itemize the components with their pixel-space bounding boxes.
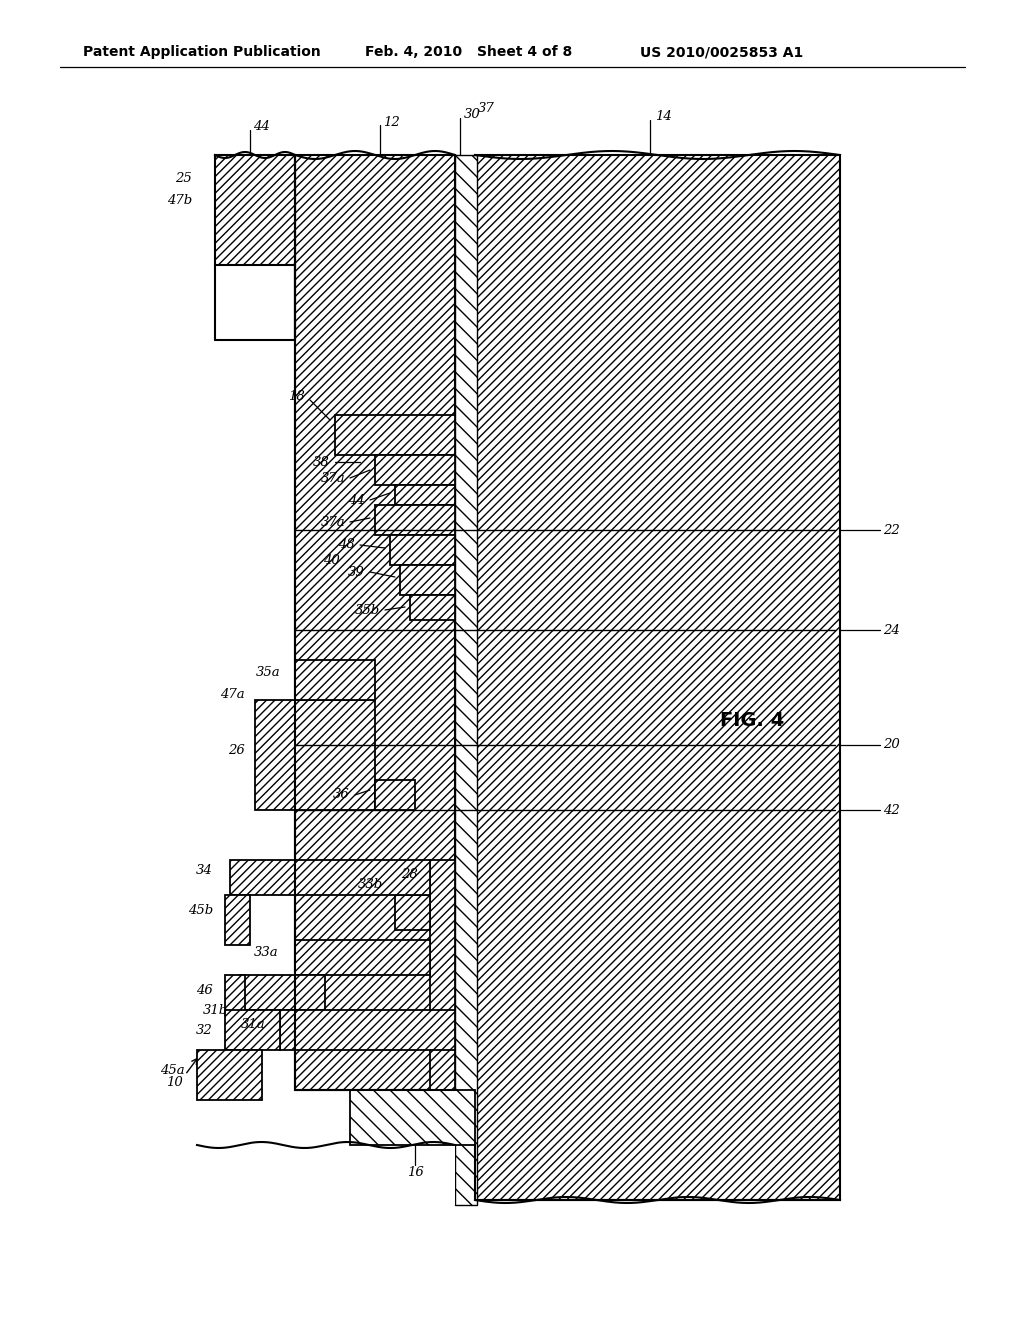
Text: 25: 25 xyxy=(175,172,193,185)
Text: 12: 12 xyxy=(383,116,399,128)
Text: 39: 39 xyxy=(348,565,365,578)
Text: 30: 30 xyxy=(464,108,480,121)
Text: 14: 14 xyxy=(655,111,672,124)
Text: 40: 40 xyxy=(324,553,340,566)
Text: Feb. 4, 2010: Feb. 4, 2010 xyxy=(365,45,462,59)
Text: Sheet 4 of 8: Sheet 4 of 8 xyxy=(477,45,572,59)
Bar xyxy=(410,595,455,620)
Bar xyxy=(395,484,455,506)
Text: 45b: 45b xyxy=(187,903,213,916)
Bar xyxy=(225,975,245,1015)
Text: 35a: 35a xyxy=(255,665,280,678)
Bar xyxy=(225,895,250,945)
Text: 37a: 37a xyxy=(321,516,345,528)
Bar xyxy=(375,780,415,810)
Bar xyxy=(475,154,840,1200)
Bar xyxy=(225,1010,280,1049)
Bar xyxy=(215,154,295,265)
Bar xyxy=(295,940,430,975)
Text: 31b: 31b xyxy=(203,1003,228,1016)
Text: 33b: 33b xyxy=(357,879,383,891)
Text: 47a: 47a xyxy=(220,689,245,701)
Text: 48: 48 xyxy=(338,539,355,552)
Text: 26: 26 xyxy=(228,743,245,756)
Text: 20: 20 xyxy=(883,738,900,751)
Text: 31a: 31a xyxy=(241,1019,265,1031)
Bar xyxy=(230,861,430,895)
Text: 32: 32 xyxy=(197,1023,213,1036)
Bar xyxy=(350,1090,475,1144)
Text: 37a: 37a xyxy=(321,471,345,484)
Text: FIG. 4: FIG. 4 xyxy=(720,710,784,730)
Bar xyxy=(395,895,430,931)
Bar xyxy=(375,455,455,484)
Bar xyxy=(295,154,455,1090)
Bar xyxy=(335,414,455,455)
Bar xyxy=(280,1010,455,1049)
Text: 16: 16 xyxy=(407,1166,423,1179)
Text: 46: 46 xyxy=(197,983,213,997)
Text: 18: 18 xyxy=(288,391,305,404)
Bar xyxy=(295,660,375,700)
Bar xyxy=(240,975,325,1010)
Text: 34: 34 xyxy=(197,863,213,876)
Text: 44: 44 xyxy=(348,494,365,507)
Text: 37: 37 xyxy=(478,102,495,115)
Bar xyxy=(197,1049,262,1100)
Bar xyxy=(375,506,455,535)
Bar xyxy=(455,154,477,1205)
Bar xyxy=(430,861,455,1096)
Text: 38: 38 xyxy=(313,455,330,469)
Text: 35b: 35b xyxy=(354,603,380,616)
Text: US 2010/0025853 A1: US 2010/0025853 A1 xyxy=(640,45,803,59)
Text: 28: 28 xyxy=(401,869,418,882)
Text: 47b: 47b xyxy=(167,194,193,206)
Bar xyxy=(400,565,455,595)
Text: 10: 10 xyxy=(166,1076,183,1089)
Bar xyxy=(390,535,455,565)
Text: 33a: 33a xyxy=(253,945,278,958)
Text: 45a: 45a xyxy=(161,1064,185,1077)
Text: 42: 42 xyxy=(883,804,900,817)
Text: 44: 44 xyxy=(253,120,269,133)
Text: 36: 36 xyxy=(333,788,350,801)
Bar xyxy=(255,700,375,810)
Text: Patent Application Publication: Patent Application Publication xyxy=(83,45,321,59)
Bar xyxy=(197,1144,455,1205)
Text: 22: 22 xyxy=(883,524,900,536)
Text: 24: 24 xyxy=(883,623,900,636)
